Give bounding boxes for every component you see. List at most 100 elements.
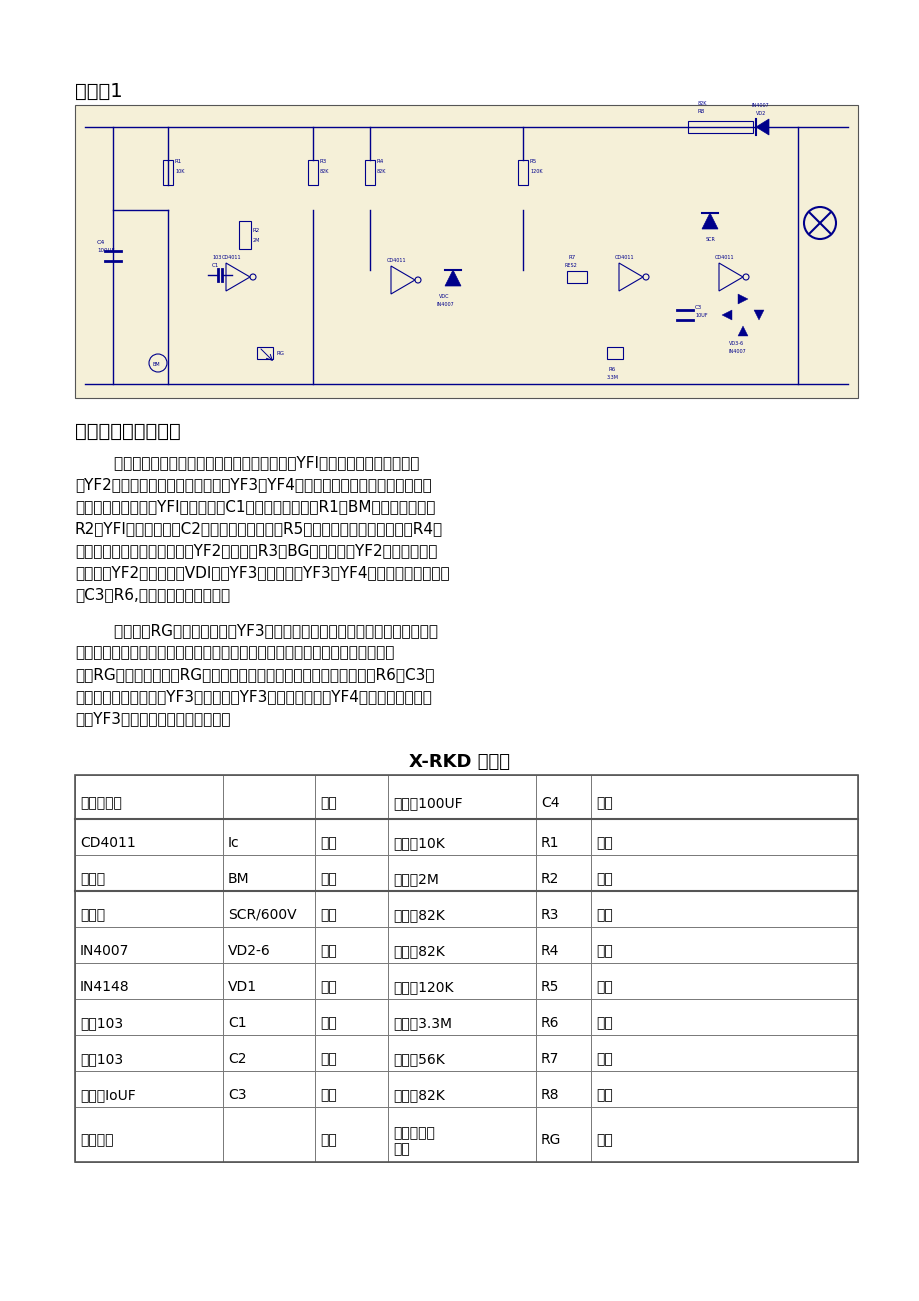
Text: C4: C4	[540, 796, 559, 811]
Bar	[75, 928, 857, 963]
Text: 分，这一负的脉冲，使YF3改变状态，YF3输出为高电平而YF4输出为低电平，反: 分，这一负的脉冲，使YF3改变状态，YF3输出为高电平而YF4输出为低电平，反	[75, 690, 431, 704]
Text: 一支: 一支	[596, 980, 612, 994]
Text: 一个: 一个	[320, 872, 336, 886]
Text: 一个: 一个	[320, 908, 336, 922]
Text: 馈于YF3为一低电平，暂稳态开始。: 馈于YF3为一低电平，暂稳态开始。	[75, 712, 231, 726]
Bar	[75, 1036, 857, 1071]
Text: R4: R4	[377, 159, 384, 164]
Text: 一支: 一支	[320, 1053, 336, 1066]
Bar	[75, 1107, 857, 1162]
Text: 一支: 一支	[596, 945, 612, 958]
Text: 电路中给音频起降压作用。在YF2电路中，R3和BG光敏电阻给YF2提供一个偏置: 电路中给音频起降压作用。在YF2电路中，R3和BG光敏电阻给YF2提供一个偏置	[75, 543, 437, 558]
Text: 电阻: 电阻	[392, 1142, 409, 1157]
Polygon shape	[701, 213, 717, 229]
Text: 以YF2组成的为光控反相器电路；以YF3和YF4组成的电路为单稳态微分电路；可: 以YF2组成的为光控反相器电路；以YF3和YF4组成的电路为单稳态微分电路；可	[75, 477, 431, 492]
Text: CD4011: CD4011	[387, 258, 406, 263]
Text: 路C3和R6,构成分式单稳态电路。: 路C3和R6,构成分式单稳态电路。	[75, 587, 230, 602]
Text: 一支: 一支	[596, 1053, 612, 1066]
Text: R3: R3	[320, 159, 327, 164]
Text: IN4007: IN4007	[751, 103, 769, 108]
Bar	[365, 160, 375, 185]
Text: 电阻：56K: 电阻：56K	[392, 1053, 444, 1066]
Text: R6: R6	[540, 1016, 559, 1030]
Text: Ic: Ic	[228, 837, 239, 850]
Text: 一支: 一支	[596, 837, 612, 850]
Text: 一支: 一支	[596, 1133, 612, 1147]
Text: 82K: 82K	[698, 101, 707, 105]
Text: 一支: 一支	[596, 1016, 612, 1030]
Bar	[687, 121, 752, 133]
Bar	[75, 820, 857, 855]
Text: 82K: 82K	[377, 169, 386, 174]
Text: 一片: 一片	[320, 837, 336, 850]
Text: 电阻：10K: 电阻：10K	[392, 837, 444, 850]
Bar	[75, 775, 857, 1162]
Text: R1: R1	[540, 837, 559, 850]
Text: 100UF: 100UF	[96, 247, 115, 252]
Bar	[75, 775, 857, 820]
Text: CD4011: CD4011	[221, 255, 242, 260]
Bar	[256, 347, 273, 359]
Text: 调试过程及结果分析: 调试过程及结果分析	[75, 422, 180, 441]
Text: 电阻：82K: 电阻：82K	[392, 1088, 444, 1102]
Polygon shape	[737, 327, 747, 336]
Text: 灯头塑料壳: 灯头塑料壳	[80, 796, 121, 811]
Text: RES2: RES2	[564, 263, 577, 268]
Bar	[517, 160, 528, 185]
Text: R6: R6	[608, 367, 616, 372]
Text: 一支: 一支	[320, 1016, 336, 1030]
Text: R5: R5	[540, 980, 559, 994]
Text: 见附录1: 见附录1	[75, 82, 122, 101]
Text: 电解：IoUF: 电解：IoUF	[80, 1088, 136, 1102]
Text: 电阻：光敏: 电阻：光敏	[392, 1127, 435, 1141]
Bar	[163, 160, 173, 185]
Text: 103: 103	[211, 255, 221, 260]
Text: R8: R8	[540, 1088, 559, 1102]
Text: 一支: 一支	[320, 980, 336, 994]
Text: 螺丝导线: 螺丝导线	[80, 1133, 113, 1147]
Text: VDC: VDC	[438, 294, 449, 299]
Text: C1: C1	[211, 263, 219, 268]
Text: 电阻：82K: 电阻：82K	[392, 945, 444, 958]
Text: C3: C3	[228, 1088, 246, 1102]
Bar	[75, 105, 857, 398]
Text: X-RKD 元件表: X-RKD 元件表	[409, 753, 510, 771]
Polygon shape	[755, 118, 768, 135]
Bar	[75, 855, 857, 891]
Text: SCR/600V: SCR/600V	[228, 908, 296, 922]
Text: 电压，供YF2工作电压，VDI保证YF3的偏置。在YF3和YF4的电路中，加外围电: 电压，供YF2工作电压，VDI保证YF3的偏置。在YF3和YF4的电路中，加外围…	[75, 565, 449, 580]
Text: 一支: 一支	[596, 908, 612, 922]
Text: R2是YFI的反馈电阻，C2为电路整形与绿波，R5为单稳提供一个偏置电压，R4在: R2是YFI的反馈电阻，C2为电路整形与绿波，R5为单稳提供一个偏置电压，R4在	[75, 520, 443, 536]
Text: C2: C2	[228, 1053, 246, 1066]
Text: 电解：100UF: 电解：100UF	[392, 796, 462, 811]
Text: CD4011: CD4011	[614, 255, 634, 260]
Text: IN4007: IN4007	[728, 349, 746, 354]
Bar	[75, 891, 857, 928]
Text: 一支: 一支	[320, 1088, 336, 1102]
Text: VD2: VD2	[755, 111, 766, 116]
Text: 10K: 10K	[175, 169, 185, 174]
Bar	[308, 160, 318, 185]
Text: 可控硅: 可控硅	[80, 908, 105, 922]
Bar	[239, 221, 251, 248]
Text: 10UF: 10UF	[694, 314, 707, 317]
Bar	[566, 271, 586, 284]
Text: BM: BM	[228, 872, 249, 886]
Text: 一支: 一支	[596, 796, 612, 811]
Text: 一套: 一套	[320, 796, 336, 811]
Polygon shape	[754, 310, 763, 320]
Text: C1: C1	[228, 1016, 246, 1030]
Text: 3.3M: 3.3M	[607, 375, 618, 380]
Text: 瓷片103: 瓷片103	[80, 1016, 123, 1030]
Bar	[75, 963, 857, 999]
Text: 2M: 2M	[253, 238, 260, 243]
Text: 从图中可以看出，原理图可分为四个部分。以YFI组成的为声控放大电路；: 从图中可以看出，原理图可分为四个部分。以YFI组成的为声控放大电路；	[75, 455, 419, 470]
Text: VD1: VD1	[228, 980, 256, 994]
Text: RG: RG	[277, 351, 285, 356]
Text: 一支: 一支	[596, 872, 612, 886]
Text: IN4007: IN4007	[80, 945, 130, 958]
Text: SCR: SCR	[705, 237, 715, 242]
Text: IN4148: IN4148	[80, 980, 130, 994]
Text: R1: R1	[175, 159, 182, 164]
Text: 一支: 一支	[596, 1088, 612, 1102]
